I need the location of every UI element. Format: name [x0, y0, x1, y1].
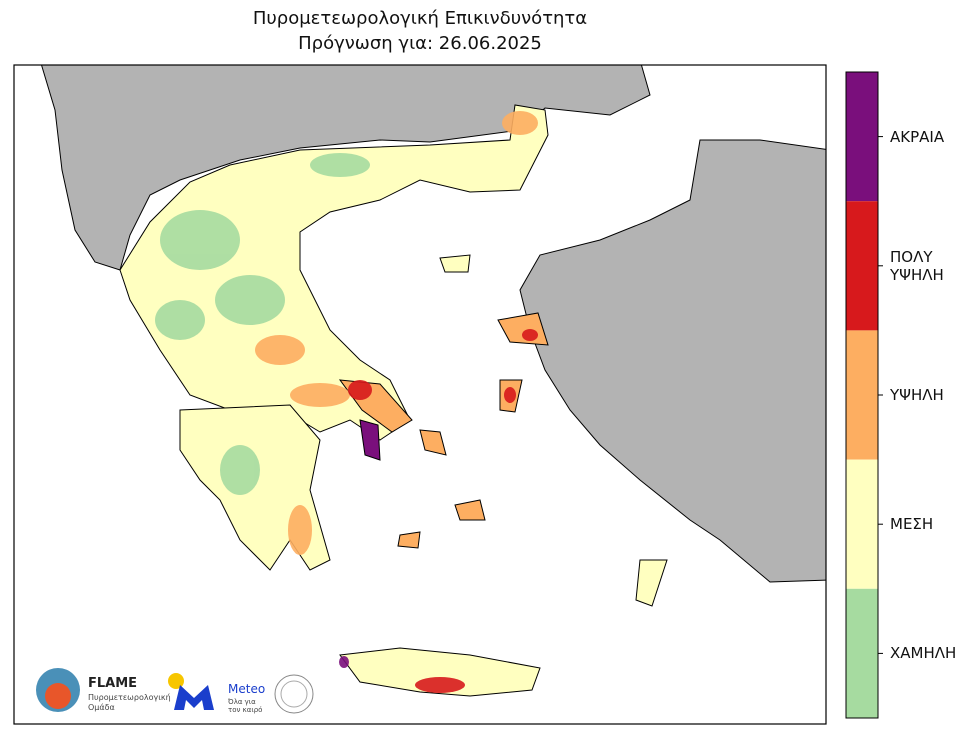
legend-swatch — [846, 588, 878, 718]
flame-subtitle: Πυρομετεωρολογική Ομάδα — [88, 693, 171, 712]
title: Πυρομετεωρολογική Επικινδυνότητα — [252, 8, 588, 29]
legend-swatch — [846, 459, 878, 589]
legend-swatch — [846, 330, 878, 460]
legend-swatch — [846, 201, 878, 331]
subtitle: Πρόγνωση για: 26.06.2025 — [298, 33, 542, 54]
flame-name: FLAME — [88, 676, 138, 691]
legend-label: ΧΑΜΗΛΗ — [890, 644, 957, 663]
legend-label: ΜΕΣΗ — [890, 515, 934, 534]
legend-label: ΑΚΡΑΙΑ — [890, 127, 945, 146]
legend-frame — [845, 71, 879, 719]
legend-label: ΥΨΗΛΗ — [890, 386, 944, 404]
legend-swatch — [846, 72, 878, 202]
legend-label: ΠΟΛΥ ΥΨΗΛΗ — [890, 247, 944, 284]
meteo-name: Meteo — [228, 682, 266, 696]
meteo-slogan: Όλα για τον καιρό — [228, 698, 263, 714]
